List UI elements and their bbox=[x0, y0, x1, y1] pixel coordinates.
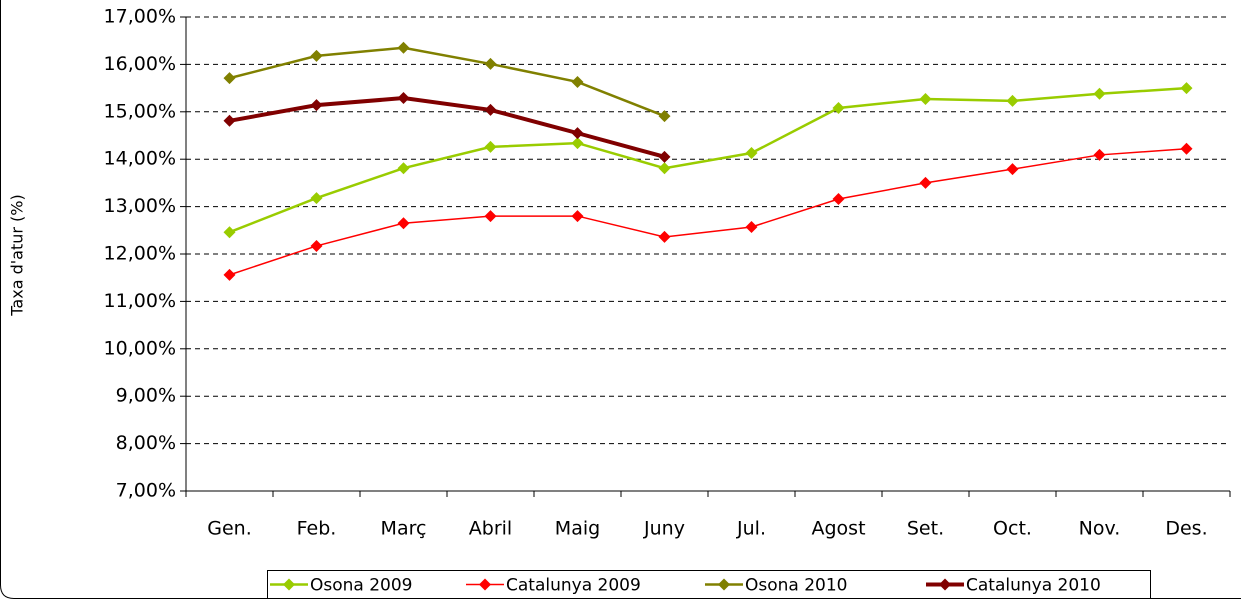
y-tick-label: 12,00% bbox=[104, 243, 176, 265]
data-point bbox=[1093, 148, 1106, 161]
data-point bbox=[397, 217, 410, 230]
data-point bbox=[484, 210, 497, 223]
x-tick-label: Març bbox=[381, 518, 427, 540]
data-point bbox=[571, 75, 584, 88]
data-point bbox=[571, 127, 584, 140]
x-tick-label: Oct. bbox=[993, 518, 1032, 540]
y-tick-label: 11,00% bbox=[104, 290, 176, 312]
data-point bbox=[919, 93, 932, 106]
data-point bbox=[571, 210, 584, 223]
x-tick-label: Abril bbox=[469, 518, 512, 540]
x-tick-label: Agost bbox=[811, 518, 865, 540]
data-point bbox=[832, 193, 845, 206]
legend-marker bbox=[479, 578, 491, 591]
data-point bbox=[310, 192, 323, 205]
y-tick-label: 15,00% bbox=[104, 100, 176, 122]
y-tick-label: 16,00% bbox=[104, 53, 176, 75]
data-point bbox=[484, 57, 497, 70]
data-point bbox=[484, 140, 497, 153]
y-tick-label: 7,00% bbox=[116, 480, 176, 502]
data-point bbox=[571, 137, 584, 150]
x-tick-label: Nov. bbox=[1079, 518, 1121, 540]
data-point bbox=[223, 72, 236, 85]
data-point bbox=[310, 239, 323, 252]
data-point bbox=[310, 99, 323, 112]
legend-marker bbox=[283, 578, 295, 591]
series-line bbox=[229, 148, 1187, 276]
data-point bbox=[1006, 163, 1019, 176]
data-point bbox=[658, 150, 671, 163]
legend-marker bbox=[718, 578, 730, 591]
data-point bbox=[658, 230, 671, 243]
y-tick-label: 8,00% bbox=[116, 432, 176, 454]
y-tick-label: 9,00% bbox=[116, 385, 176, 407]
legend-label: Osona 2009 bbox=[310, 576, 413, 596]
data-point bbox=[1180, 82, 1193, 95]
x-tick-label: Juny bbox=[643, 518, 685, 540]
legend-label: Catalunya 2010 bbox=[966, 576, 1101, 596]
legend-marker bbox=[939, 578, 951, 591]
x-tick-label: Feb. bbox=[297, 518, 337, 540]
data-point bbox=[397, 162, 410, 175]
data-point bbox=[397, 41, 410, 54]
x-tick-label: Set. bbox=[907, 518, 944, 540]
data-point bbox=[310, 49, 323, 62]
series-line bbox=[229, 86, 1187, 234]
data-point bbox=[745, 220, 758, 233]
data-point bbox=[484, 103, 497, 116]
data-point bbox=[223, 114, 236, 127]
data-point bbox=[223, 268, 236, 281]
data-point bbox=[223, 226, 236, 239]
data-point bbox=[919, 176, 932, 189]
y-tick-label: 17,00% bbox=[104, 6, 176, 28]
series-line bbox=[229, 46, 665, 118]
x-tick-label: Jul. bbox=[736, 518, 766, 540]
y-tick-label: 14,00% bbox=[104, 148, 176, 170]
data-point bbox=[832, 102, 845, 115]
legend-label: Osona 2010 bbox=[745, 576, 848, 596]
x-tick-label: Gen. bbox=[207, 518, 252, 540]
data-point bbox=[658, 110, 671, 123]
data-point bbox=[745, 147, 758, 160]
data-point bbox=[397, 92, 410, 105]
y-axis-label: Taxa d'atur (%) bbox=[8, 194, 27, 316]
data-point bbox=[1006, 94, 1019, 107]
data-point bbox=[658, 162, 671, 175]
legend-label: Catalunya 2009 bbox=[506, 576, 641, 596]
y-tick-label: 13,00% bbox=[104, 195, 176, 217]
series-line bbox=[229, 96, 666, 159]
x-tick-label: Maig bbox=[555, 518, 600, 540]
x-tick-label: Des. bbox=[1165, 518, 1207, 540]
data-point bbox=[1093, 87, 1106, 100]
data-point bbox=[1180, 142, 1193, 155]
y-tick-label: 10,00% bbox=[104, 337, 176, 359]
